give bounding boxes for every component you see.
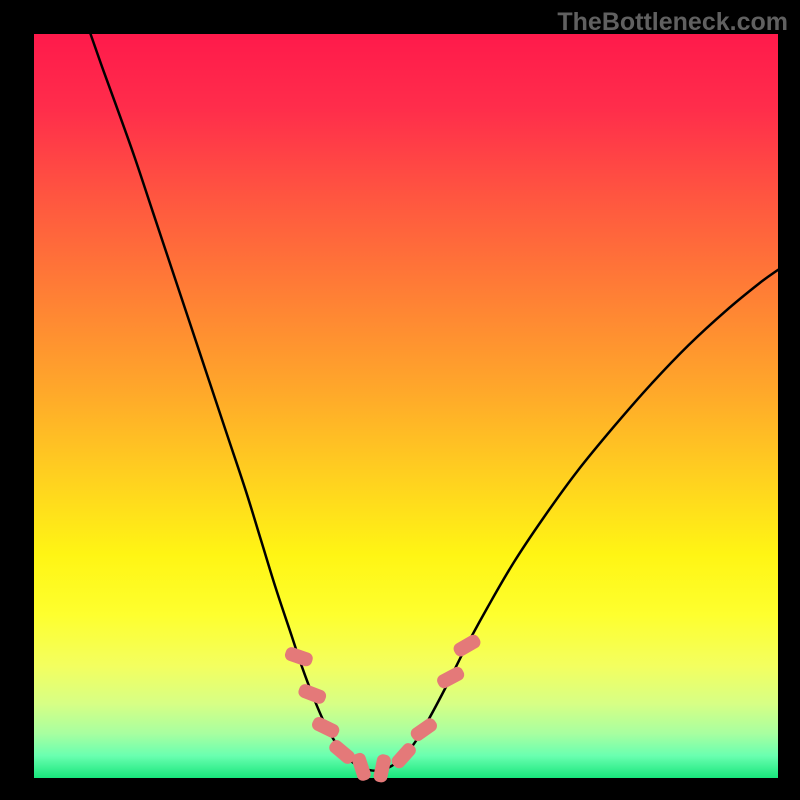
- highlight-bead: [451, 633, 482, 659]
- curve-svg: [34, 34, 778, 778]
- highlight-bead: [408, 716, 439, 744]
- bottleneck-curve: [91, 34, 778, 771]
- highlight-bead: [283, 646, 314, 668]
- watermark-text: TheBottleneck.com: [557, 8, 788, 37]
- highlight-bead: [372, 753, 392, 783]
- chart-wrapper: TheBottleneck.com: [0, 0, 800, 800]
- plot-area: [34, 34, 778, 778]
- highlight-bead: [297, 682, 328, 705]
- highlight-markers: [283, 633, 482, 784]
- highlight-bead: [350, 751, 372, 782]
- highlight-bead: [310, 715, 341, 740]
- highlight-bead: [435, 665, 466, 691]
